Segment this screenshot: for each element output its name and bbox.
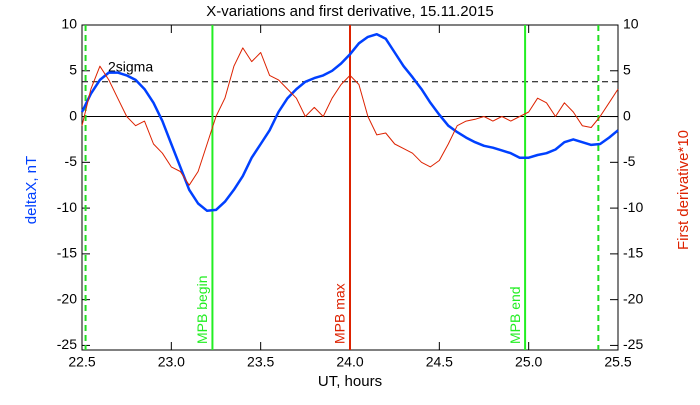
y2-tick-label: 10 [623, 16, 639, 32]
x-axis-label: UT, hours [318, 373, 382, 390]
event-label: MPB begin [194, 276, 210, 344]
x-tick-label: 23.5 [247, 354, 274, 370]
event-label: MPB max [332, 283, 348, 344]
y-tick-label: 10 [61, 16, 77, 32]
y2-tick-label: -25 [623, 336, 643, 352]
y-tick-label: 0 [69, 107, 77, 123]
y-tick-label: -20 [57, 290, 77, 306]
y-tick-label: 5 [69, 61, 77, 77]
x-tick-label: 23.0 [158, 354, 185, 370]
y-tick-label: -10 [57, 199, 77, 215]
chart-title: X-variations and first derivative, 15.11… [206, 3, 493, 20]
event-label: MPB end [507, 286, 523, 344]
x-tick-label: 24.5 [426, 354, 453, 370]
x-tick-label: 25.5 [604, 354, 631, 370]
data-line [80, 32, 619, 213]
y2-tick-label: -20 [623, 290, 643, 306]
x-tick-label: 24.0 [336, 354, 363, 370]
y-tick-label: -5 [65, 153, 78, 169]
reference-label: 2sigma [108, 58, 153, 74]
data-line [81, 47, 619, 186]
x-tick-label: 22.5 [68, 354, 95, 370]
x-tick-label: 25.0 [515, 354, 542, 370]
y-axis-label: deltaX, nT [23, 156, 40, 224]
y2-tick-label: 5 [623, 61, 631, 77]
y2-axis-label: First derivative*10 [675, 130, 692, 250]
y-tick-label: -15 [57, 245, 77, 261]
y2-tick-label: -5 [623, 153, 636, 169]
y2-tick-label: 0 [623, 107, 631, 123]
y2-tick-label: -10 [623, 199, 643, 215]
y-tick-label: -25 [57, 336, 77, 352]
y2-tick-label: -15 [623, 245, 643, 261]
